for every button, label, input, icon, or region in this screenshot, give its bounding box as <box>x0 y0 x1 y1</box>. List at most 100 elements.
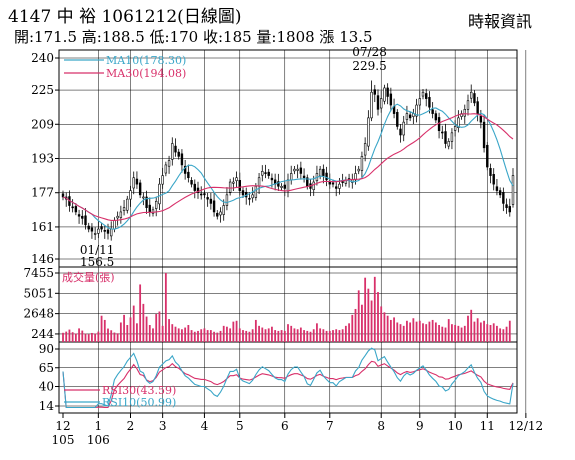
candle <box>216 210 219 220</box>
candle-body <box>505 204 508 208</box>
price-legend-label: MA30(194.08) <box>106 67 186 80</box>
candle-body <box>135 178 139 185</box>
candle-body <box>360 156 364 171</box>
volume-bar <box>377 292 379 342</box>
candle-body <box>183 165 187 174</box>
candle <box>264 164 267 179</box>
candle-body <box>479 115 483 123</box>
candle-body <box>132 177 135 189</box>
candle <box>453 120 457 137</box>
x-tick-label: 3 <box>159 419 167 433</box>
candle-body <box>145 196 148 208</box>
candle-body <box>119 211 123 218</box>
candle <box>470 84 473 103</box>
candle <box>495 179 499 196</box>
candle <box>486 142 489 171</box>
candle-body <box>209 198 213 204</box>
candle <box>119 205 123 224</box>
candle-body <box>302 175 306 179</box>
volume-bar <box>486 324 489 342</box>
candle <box>138 179 142 199</box>
candle <box>190 177 193 188</box>
candle <box>106 223 110 240</box>
candle <box>360 151 364 179</box>
candle <box>235 171 238 187</box>
volume-bar <box>97 331 100 342</box>
candle <box>405 105 409 125</box>
candle <box>489 163 492 184</box>
candle-body <box>325 172 328 181</box>
candle-body <box>383 87 386 102</box>
candle <box>498 187 502 199</box>
candle-body <box>299 167 303 174</box>
candle-body <box>354 173 357 181</box>
volume-bar <box>341 329 344 342</box>
volume-bar <box>242 330 244 342</box>
volume-bar <box>100 315 103 342</box>
candle-body <box>61 193 65 198</box>
candle <box>122 199 126 216</box>
candle <box>373 84 376 103</box>
candle <box>299 161 303 180</box>
x-tick-label: 10 <box>448 419 463 433</box>
volume-bar <box>74 333 77 342</box>
candle-body <box>71 206 74 209</box>
volume-bar <box>418 320 421 342</box>
candle <box>261 165 264 182</box>
candle-body <box>421 91 425 97</box>
high-date-annotation: 07/28 <box>352 45 387 59</box>
stock-title: 4147 中 裕 1061212(日線圖) <box>8 7 242 27</box>
x-tick-label: 7 <box>326 419 334 433</box>
candle-body <box>87 225 90 230</box>
candle-body <box>126 198 129 211</box>
candle <box>380 90 383 113</box>
candle-body <box>129 190 132 200</box>
candle <box>103 225 106 239</box>
candle-body <box>167 160 171 167</box>
candle <box>257 173 261 194</box>
volume-bar <box>119 322 122 342</box>
x-tick-label: 9 <box>416 419 424 433</box>
candle <box>61 190 65 201</box>
volume-bar <box>380 306 383 342</box>
volume-bar <box>290 325 293 342</box>
candle <box>392 98 396 119</box>
candle-body <box>502 191 505 204</box>
candle <box>74 203 78 216</box>
candle <box>90 223 94 239</box>
candle <box>81 210 84 225</box>
candle-body <box>389 93 393 106</box>
volume-bar <box>126 325 129 342</box>
volume-title: 成交量(張) <box>62 270 115 284</box>
candle <box>209 192 213 210</box>
x-tick-label: 2 <box>127 419 135 433</box>
candle <box>389 87 393 112</box>
volume-bar <box>152 328 154 342</box>
volume-bar <box>78 328 80 342</box>
candle <box>296 164 299 179</box>
candle-body <box>473 93 476 104</box>
candle <box>335 182 338 197</box>
candle-body <box>331 182 335 185</box>
volume-bar <box>325 330 328 342</box>
price-y-tick-label: 161 <box>31 220 54 234</box>
candle <box>367 110 370 151</box>
volume-bar <box>103 319 106 342</box>
candle-body <box>447 141 450 147</box>
volume-bar <box>181 329 183 342</box>
candle <box>142 192 145 206</box>
candle-body <box>93 233 97 235</box>
candle <box>447 138 450 150</box>
candle <box>482 114 486 153</box>
candle <box>412 108 415 125</box>
candle <box>238 172 241 196</box>
candle-body <box>155 200 158 209</box>
chart-frame <box>58 49 518 414</box>
candle-body <box>431 109 434 114</box>
candle-body <box>235 177 238 182</box>
x-tick-label: 5 <box>236 419 244 433</box>
candle-body <box>81 215 84 219</box>
candle <box>248 192 251 206</box>
candle-body <box>373 89 376 95</box>
volume-bar <box>213 331 215 342</box>
